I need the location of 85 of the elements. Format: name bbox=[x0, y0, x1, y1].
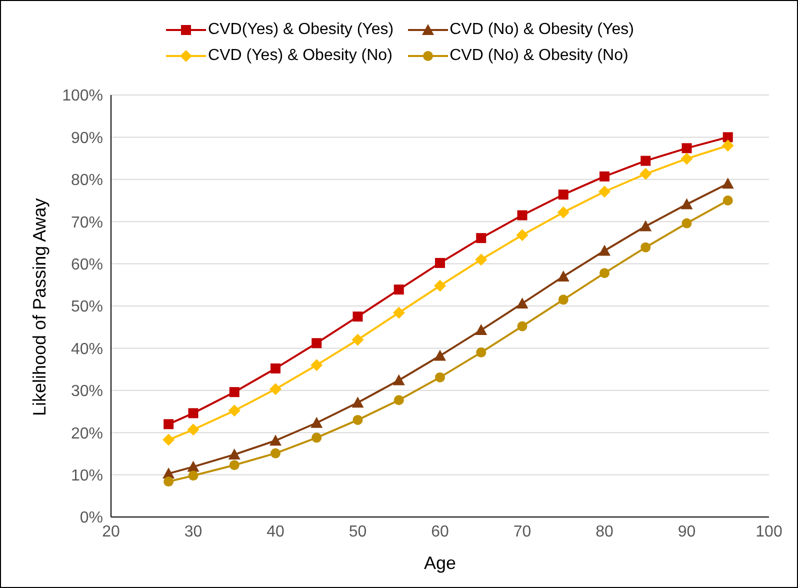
point bbox=[435, 258, 445, 268]
point bbox=[475, 254, 488, 266]
point bbox=[312, 432, 322, 443]
point bbox=[434, 280, 446, 292]
point bbox=[476, 233, 486, 244]
point bbox=[270, 383, 282, 396]
point bbox=[187, 460, 200, 472]
point bbox=[434, 350, 446, 361]
point bbox=[228, 448, 240, 460]
y-tick-label: 30% bbox=[70, 383, 103, 400]
point bbox=[162, 434, 175, 446]
point bbox=[228, 404, 240, 417]
y-tick-label: 20% bbox=[70, 425, 103, 442]
point bbox=[598, 244, 610, 256]
x-tick-label: 90 bbox=[678, 523, 696, 540]
point bbox=[270, 363, 280, 374]
y-tick-label: 70% bbox=[70, 214, 103, 232]
point bbox=[435, 372, 445, 382]
point bbox=[640, 168, 652, 180]
point bbox=[600, 171, 610, 182]
point bbox=[476, 347, 486, 358]
point bbox=[187, 424, 200, 436]
point bbox=[352, 414, 363, 425]
point bbox=[475, 324, 488, 336]
point bbox=[558, 190, 568, 200]
x-tick-label: 70 bbox=[513, 523, 532, 540]
x-tick-label: 80 bbox=[596, 523, 614, 540]
point bbox=[188, 470, 198, 481]
point bbox=[640, 220, 652, 232]
point bbox=[394, 284, 404, 295]
point bbox=[270, 434, 282, 446]
point bbox=[229, 387, 240, 398]
point bbox=[680, 152, 693, 165]
legend-label: CVD (No) & Obesity (Yes) bbox=[450, 21, 634, 39]
point bbox=[310, 359, 323, 372]
x-tick-label: 30 bbox=[184, 523, 202, 540]
point bbox=[680, 198, 693, 210]
point bbox=[516, 229, 528, 242]
point bbox=[392, 374, 405, 386]
x-tick-label: 40 bbox=[266, 523, 284, 540]
point bbox=[722, 178, 734, 189]
y-tick-label: 40% bbox=[70, 340, 103, 358]
point bbox=[164, 476, 174, 487]
x-tick-label: 60 bbox=[431, 523, 449, 540]
point bbox=[352, 396, 364, 408]
point bbox=[640, 156, 651, 166]
y-tick-label: 90% bbox=[70, 130, 103, 147]
point bbox=[682, 218, 692, 228]
x-tick-label: 50 bbox=[348, 523, 367, 540]
y-axis-title: Likelihood of Passing Away bbox=[29, 198, 50, 416]
x-tick-label: 100 bbox=[756, 523, 782, 540]
point bbox=[517, 321, 528, 332]
x-tick-label: 20 bbox=[102, 523, 120, 540]
point bbox=[270, 448, 280, 458]
legend-label: CVD (Yes) & Obesity (No) bbox=[208, 47, 392, 65]
point bbox=[722, 196, 733, 206]
point bbox=[598, 186, 610, 198]
y-tick-label: 50% bbox=[70, 298, 103, 316]
point bbox=[682, 143, 692, 154]
point bbox=[516, 297, 528, 308]
y-tick-label: 0% bbox=[80, 510, 103, 527]
legend-label: CVD (No) & Obesity (No) bbox=[450, 47, 628, 65]
point bbox=[557, 270, 570, 282]
point bbox=[312, 338, 322, 348]
point bbox=[558, 294, 568, 305]
y-tick-label: 100% bbox=[62, 88, 103, 105]
point bbox=[394, 395, 404, 406]
point bbox=[722, 132, 733, 142]
point bbox=[392, 306, 405, 319]
point bbox=[600, 268, 610, 278]
point bbox=[640, 242, 651, 252]
point bbox=[722, 140, 734, 152]
y-tick-label: 80% bbox=[70, 172, 103, 190]
point bbox=[229, 460, 240, 470]
point bbox=[352, 312, 363, 322]
point bbox=[517, 210, 528, 220]
point bbox=[164, 419, 174, 430]
x-axis-title: Age bbox=[424, 553, 456, 573]
point bbox=[188, 408, 198, 418]
legend-label: CVD(Yes) & Obesity (Yes) bbox=[208, 21, 394, 39]
y-tick-label: 60% bbox=[70, 256, 103, 274]
point bbox=[310, 416, 323, 428]
point bbox=[557, 206, 570, 218]
y-tick-label: 10% bbox=[70, 467, 103, 484]
point bbox=[352, 334, 364, 346]
